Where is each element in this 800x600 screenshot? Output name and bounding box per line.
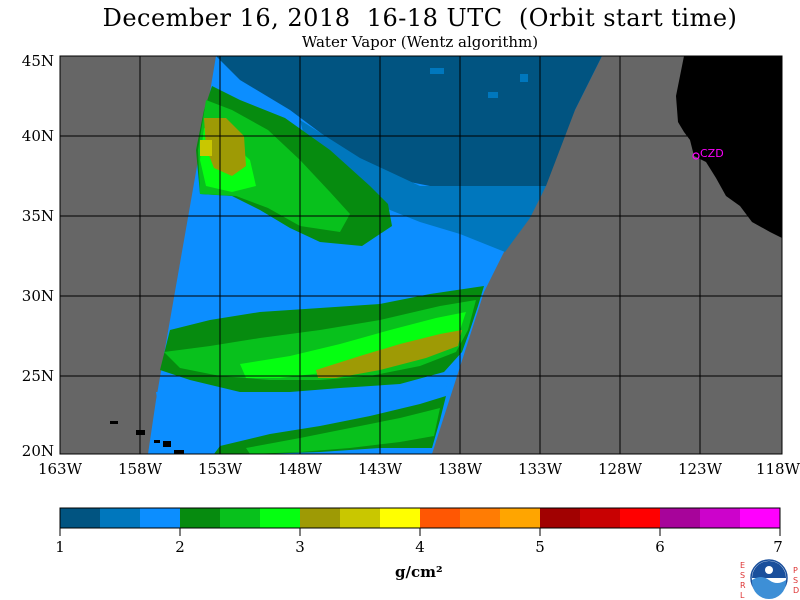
colorbar-swatch: [580, 508, 621, 528]
region-yellow-north: [200, 140, 212, 156]
colorbar-tick-label: 1: [55, 538, 65, 556]
colorbar-swatch: [380, 508, 421, 528]
lat-labels: 45N 40N 35N 30N 25N 20N: [22, 52, 54, 460]
plot-frame: [59, 55, 783, 455]
colorbar-swatch: [340, 508, 381, 528]
logo-letter: P: [793, 566, 798, 575]
colorbar-swatch: [500, 508, 541, 528]
lon-label: 118W: [756, 460, 800, 478]
lat-label: 45N: [22, 52, 54, 70]
region-lime-south: [240, 312, 466, 378]
island: [154, 440, 160, 443]
logo-letter: S: [740, 571, 745, 580]
region-olive-north: [204, 118, 246, 176]
station-label: CZD: [700, 147, 724, 160]
colorbar-swatch: [540, 508, 581, 528]
colorbar-ticks: 1 2 3 4 5 6 7: [55, 528, 783, 556]
station-marker: [692, 152, 700, 160]
logo-letter: E: [740, 561, 745, 570]
colorbar-tick-label: 6: [655, 538, 665, 556]
logo-letter: D: [793, 586, 799, 595]
lat-label: 20N: [22, 442, 54, 460]
island: [163, 441, 171, 447]
colorbar-swatch: [460, 508, 501, 528]
colorbar-swatch: [60, 508, 101, 528]
colorbar-unit: g/cm²: [395, 563, 443, 581]
colorbar-tick-label: 4: [415, 538, 425, 556]
lat-label: 35N: [22, 207, 54, 225]
noaa-logo: E S R L P S D: [740, 559, 799, 600]
colorbar-swatch: [300, 508, 341, 528]
logo-letter: S: [793, 576, 798, 585]
lon-label: 143W: [358, 460, 403, 478]
logo-letter: R: [740, 581, 746, 590]
land-north-america: [676, 56, 782, 238]
lon-labels: 163W 158W 153W 148W 143W 138W 133W 128W …: [38, 460, 800, 478]
colorbar-swatch: [100, 508, 141, 528]
lon-label: 138W: [438, 460, 483, 478]
grid-lines: [60, 56, 782, 454]
colorbar-swatch: [140, 508, 181, 528]
lon-label: 163W: [38, 460, 83, 478]
colorbar-swatch: [700, 508, 741, 528]
lon-label: 133W: [518, 460, 563, 478]
colorbar-tick-label: 7: [773, 538, 783, 556]
region-blue-gap: [156, 374, 450, 418]
map-title: December 16, 2018 16-18 UTC (Orbit start…: [102, 4, 738, 32]
lat-label: 25N: [22, 367, 54, 385]
region-mid-blue: [300, 120, 546, 252]
colorbar-tick-label: 3: [295, 538, 305, 556]
colorbar-tick-label: 5: [535, 538, 545, 556]
colorbar-swatch: [660, 508, 701, 528]
lat-label: 40N: [22, 127, 54, 145]
colorbar-swatch: [740, 508, 781, 528]
lon-label: 123W: [678, 460, 723, 478]
region-dark-blue: [216, 56, 602, 186]
lon-label: 153W: [198, 460, 243, 478]
lon-label: 158W: [118, 460, 163, 478]
region-bright-green-southmost: [246, 408, 440, 454]
colorbar-swatch: [420, 508, 461, 528]
map-subtitle: Water Vapor (Wentz algorithm): [301, 33, 539, 51]
colorbar-tick-label: 2: [175, 538, 185, 556]
region-olive-south: [316, 330, 462, 378]
colorbar-swatch: [180, 508, 221, 528]
island: [110, 421, 118, 424]
colorbar-swatch: [260, 508, 301, 528]
lat-label: 30N: [22, 287, 54, 305]
lon-label: 128W: [598, 460, 643, 478]
colorbar-swatch: [620, 508, 661, 528]
colorbar-swatch: [220, 508, 261, 528]
lon-label: 148W: [278, 460, 323, 478]
logo-letter: L: [740, 591, 745, 600]
island: [174, 450, 184, 454]
colorbar: [60, 508, 781, 528]
